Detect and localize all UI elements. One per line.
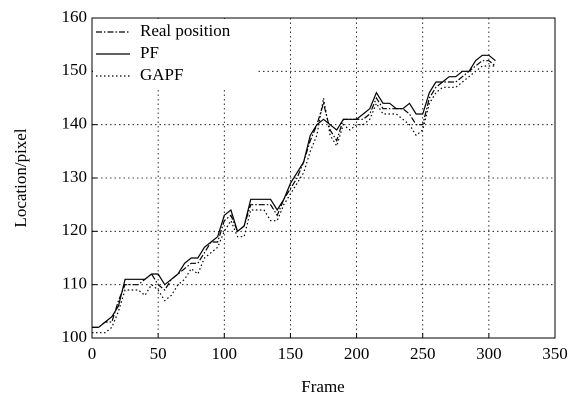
legend-label: GAPF — [140, 65, 183, 84]
y-tick-label: 130 — [62, 167, 88, 186]
line-series — [92, 65, 496, 334]
y-tick-label: 150 — [62, 60, 88, 79]
plot-frame — [91, 17, 556, 339]
y-axis-label: Location/pixel — [11, 128, 30, 227]
x-tick-label: 100 — [212, 344, 238, 363]
legend-label: Real position — [140, 21, 231, 40]
x-tick-label: 150 — [278, 344, 304, 363]
legend-label: PF — [140, 43, 159, 62]
y-tick-label: 110 — [62, 274, 87, 293]
x-tick-label: 50 — [150, 344, 167, 363]
y-tick-label: 140 — [62, 114, 88, 133]
y-tick-label: 160 — [62, 7, 88, 26]
x-tick-label: 0 — [88, 344, 97, 363]
line-series — [92, 60, 496, 328]
x-tick-label: 300 — [476, 344, 502, 363]
x-axis-label: Frame — [301, 377, 344, 396]
x-tick-label: 250 — [410, 344, 436, 363]
line-series — [92, 54, 496, 328]
y-tick-label: 100 — [62, 327, 88, 346]
x-tick-label: 350 — [542, 344, 568, 363]
y-tick-label: 120 — [62, 220, 88, 239]
x-tick-label: 200 — [344, 344, 370, 363]
